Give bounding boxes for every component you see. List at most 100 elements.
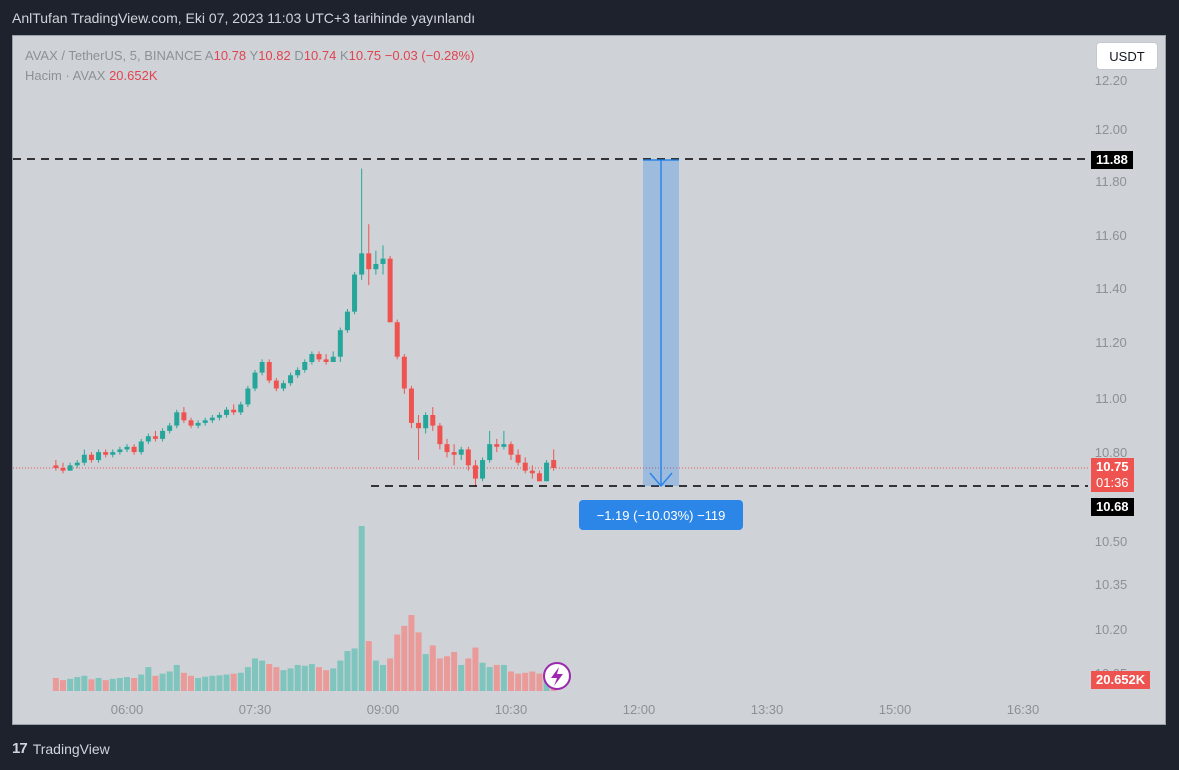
volume-bar bbox=[294, 664, 301, 691]
candle-body bbox=[67, 465, 73, 471]
volume-bar bbox=[188, 675, 194, 691]
candle-body bbox=[60, 468, 66, 471]
candle-body bbox=[408, 388, 414, 423]
time-axis-label: 09:00 bbox=[367, 702, 400, 717]
volume-bar bbox=[259, 660, 266, 691]
volume-bar bbox=[173, 664, 180, 691]
currency-button[interactable]: USDT bbox=[1096, 42, 1158, 70]
volume-bar bbox=[429, 645, 436, 691]
volume-bar bbox=[380, 664, 386, 691]
volume-bar bbox=[237, 672, 244, 691]
time-axis-label: 06:00 bbox=[111, 702, 144, 717]
candle-body bbox=[195, 422, 201, 426]
chart-canvas[interactable]: 12.20 12.00 11.80 11.60 11.40 11.20 11.00 10.80… bbox=[13, 36, 1165, 724]
publish-header: AnlTufan TradingView.com, Eki 07, 2023 1… bbox=[12, 10, 476, 26]
volume-bar bbox=[465, 658, 472, 691]
volume-bar bbox=[138, 674, 145, 691]
volume-bar bbox=[131, 677, 138, 691]
time-axis[interactable]: 06:00 07:30 09:00 10:30 12:00 13:30 15:00 16:30 bbox=[111, 702, 1040, 717]
candle-body bbox=[551, 460, 557, 468]
candle-body bbox=[117, 449, 123, 453]
candle-body bbox=[366, 253, 372, 270]
candle-body bbox=[337, 330, 343, 357]
time-axis-label: 15:00 bbox=[879, 702, 912, 717]
volume-bar bbox=[323, 670, 330, 691]
volume-bar bbox=[301, 665, 308, 691]
volume-bar bbox=[95, 677, 102, 691]
symbol-label[interactable]: AVAX / TetherUS, 5, BINANCE bbox=[25, 48, 203, 63]
price-axis-label: 11.00 bbox=[1095, 391, 1127, 406]
brand-name: TradingView bbox=[32, 740, 110, 757]
price-axis-label: 11.20 bbox=[1095, 335, 1127, 350]
candle-body bbox=[487, 444, 493, 461]
high-value: 10.82 bbox=[258, 48, 291, 63]
candle-body bbox=[480, 460, 486, 479]
volume-bar bbox=[458, 664, 465, 691]
candle-body bbox=[266, 362, 272, 381]
low-label: D bbox=[294, 48, 304, 63]
volume-bar bbox=[280, 670, 287, 691]
volume-bars bbox=[52, 526, 557, 691]
volume-bar bbox=[81, 675, 88, 691]
volume-bar bbox=[508, 671, 514, 691]
low-value: 10.74 bbox=[303, 48, 337, 63]
last-price-value: 10.75 bbox=[1096, 459, 1129, 474]
candle-body bbox=[167, 425, 173, 431]
candle-body bbox=[295, 369, 301, 376]
volume-bar bbox=[337, 660, 344, 691]
volume-bar bbox=[422, 654, 429, 691]
candle-body bbox=[494, 444, 500, 447]
volume-bar bbox=[444, 656, 450, 691]
volume-bar bbox=[287, 668, 294, 691]
candle-body bbox=[216, 415, 222, 418]
measure-tool[interactable] bbox=[643, 159, 679, 488]
volume-bar bbox=[67, 678, 74, 691]
close-value: 10.75 bbox=[348, 48, 382, 63]
volume-bar bbox=[522, 672, 529, 691]
candle-body bbox=[53, 465, 59, 468]
price-axis[interactable]: 12.20 12.00 11.80 11.60 11.40 11.20 11.00 10.80… bbox=[1095, 73, 1128, 681]
candle-body bbox=[501, 444, 507, 447]
volume-bar bbox=[358, 526, 365, 691]
volume-bar bbox=[394, 634, 401, 691]
candle-body bbox=[181, 412, 187, 421]
candle-body bbox=[209, 417, 215, 421]
last-price-tag: 10.75 01:36 bbox=[1091, 458, 1134, 492]
price-axis-label: 10.20 bbox=[1095, 622, 1128, 637]
candle-body bbox=[458, 449, 464, 455]
candle-body bbox=[387, 258, 393, 323]
candle-body bbox=[437, 425, 443, 445]
candle-body bbox=[380, 258, 386, 264]
candle-body bbox=[88, 454, 94, 461]
candle-body bbox=[536, 473, 542, 482]
volume-bar bbox=[223, 674, 230, 691]
candle-body bbox=[359, 253, 365, 275]
volume-bar bbox=[216, 675, 223, 691]
chart-frame[interactable]: 12.20 12.00 11.80 11.60 11.40 11.20 11.00 10.80… bbox=[12, 35, 1166, 725]
volume-label[interactable]: Hacim · AVAX bbox=[25, 68, 106, 83]
price-axis-label: 10.35 bbox=[1095, 577, 1128, 592]
volume-bar bbox=[195, 677, 202, 691]
candle-body bbox=[160, 430, 166, 439]
volume-bar bbox=[209, 675, 216, 691]
candle-body bbox=[245, 388, 251, 405]
candle-body bbox=[522, 462, 528, 471]
tradingview-logo[interactable]: 17 TradingView bbox=[12, 740, 110, 757]
volume-bar bbox=[387, 658, 394, 691]
candle-body bbox=[273, 380, 279, 389]
candle-body bbox=[138, 441, 144, 453]
price-axis-label: 11.80 bbox=[1095, 174, 1127, 189]
candle-body bbox=[152, 436, 158, 439]
candle-body bbox=[401, 356, 407, 389]
volume-value: 20.652K bbox=[109, 68, 158, 83]
candle-body bbox=[96, 452, 102, 461]
lightning-icon[interactable] bbox=[543, 662, 571, 690]
time-axis-label: 07:30 bbox=[239, 702, 272, 717]
price-axis-label: 11.40 bbox=[1095, 281, 1127, 296]
volume-bar bbox=[330, 668, 337, 691]
volume-bar bbox=[515, 673, 522, 691]
candle-body bbox=[231, 409, 237, 413]
candle-body bbox=[416, 422, 422, 429]
volume-bar bbox=[344, 651, 351, 691]
price-axis-label: 11.60 bbox=[1095, 228, 1127, 243]
